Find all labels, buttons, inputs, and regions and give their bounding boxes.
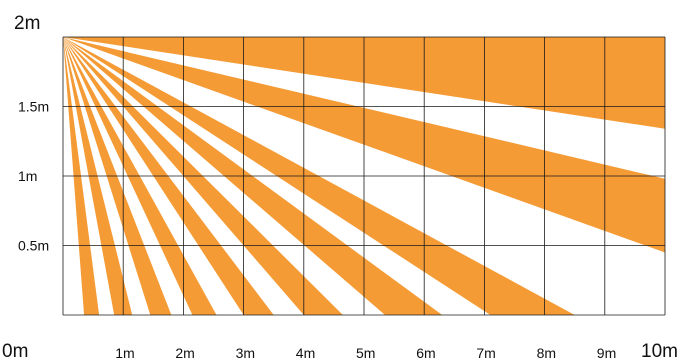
x-axis-label: 7m (476, 345, 495, 361)
x-axis-label: 5m (356, 345, 375, 361)
x-axis-label: 9m (597, 345, 616, 361)
x-axis-label: 4m (296, 345, 315, 361)
x-axis-label: 6m (416, 345, 435, 361)
detection-zone-9 (63, 37, 665, 253)
x-axis-labels: 0m 1m 2m 3m 4m 5m 6m 7m 8m 9m 10m (2, 341, 678, 362)
y-axis-label: 0.5m (18, 238, 49, 254)
y-axis-label: 1.5m (18, 99, 49, 115)
x-axis-label: 2m (175, 345, 194, 361)
y-axis-label: 1m (18, 168, 37, 184)
x-axis-label: 8m (537, 345, 556, 361)
x-axis-label: 10m (641, 341, 678, 362)
x-axis-label: 3m (236, 345, 255, 361)
y-axis-label: 2m (14, 13, 40, 34)
x-axis-label: 1m (115, 345, 134, 361)
y-axis-labels: 2m 1.5m 1m 0.5m (14, 13, 49, 254)
grid-lines (62, 36, 666, 316)
x-axis-label: 0m (2, 341, 28, 362)
